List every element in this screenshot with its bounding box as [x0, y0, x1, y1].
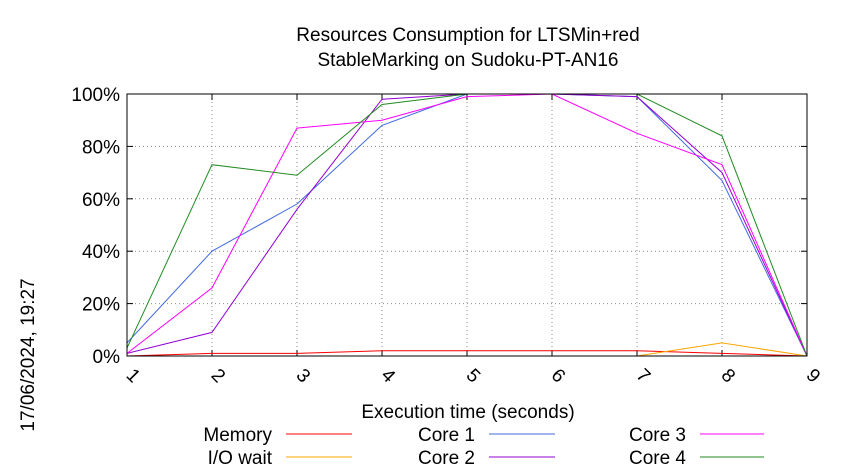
series-line-core-4 [126, 93, 808, 357]
series-lines [126, 93, 808, 357]
y-tick-label: 0% [93, 347, 121, 368]
series-line-core-1 [126, 93, 808, 357]
plot-frame [126, 93, 808, 357]
legend-label: Core 2 [418, 448, 475, 469]
legend-label: Core 1 [418, 425, 475, 446]
y-tick-label: 80% [82, 137, 120, 158]
chart-subtitle: StableMarking on Sudoku-PT-AN16 [318, 50, 619, 71]
y-tick-label: 40% [82, 242, 120, 263]
x-tick-label: 9 [802, 365, 824, 387]
y-axis-ticks: 0% 20% 40% 60% 80% 100% [71, 85, 807, 368]
x-tick-label: 5 [462, 365, 484, 387]
x-tick-label: 8 [717, 365, 739, 387]
legend-label: I/O wait [208, 448, 273, 469]
series-line-core-2 [126, 93, 808, 357]
x-tick-label: 2 [207, 365, 229, 387]
legend-label: Core 4 [629, 448, 686, 469]
grid [127, 94, 807, 356]
timestamp-label: 17/06/2024, 19:27 [18, 278, 39, 431]
y-tick-label: 20% [82, 295, 120, 316]
x-tick-label: 4 [377, 365, 400, 388]
x-tick-label: 3 [292, 365, 314, 387]
y-tick-label: 100% [71, 85, 120, 106]
legend-label: Core 3 [629, 425, 686, 446]
series-line-core-3 [126, 93, 808, 357]
x-tick-label: 1 [122, 365, 144, 387]
legend-label: Memory [203, 425, 272, 446]
series-line-memory [126, 350, 808, 357]
chart-title: Resources Consumption for LTSMin+red [296, 25, 639, 46]
x-tick-label: 6 [547, 365, 569, 387]
x-tick-label: 7 [632, 365, 654, 387]
x-axis-label: Execution time (seconds) [361, 402, 574, 423]
y-tick-label: 60% [82, 190, 120, 211]
